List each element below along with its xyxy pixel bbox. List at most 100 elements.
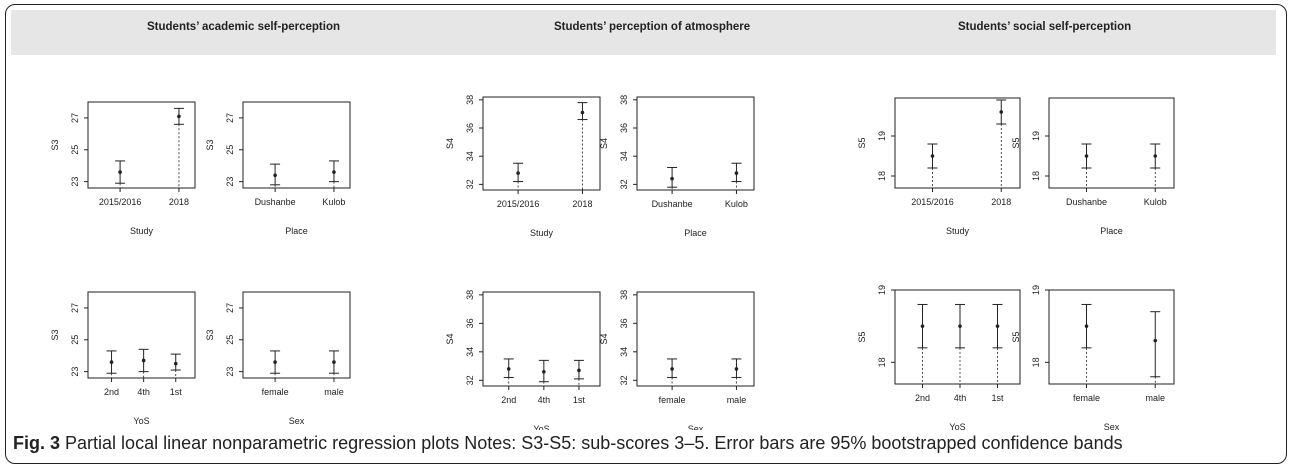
data-point xyxy=(118,170,122,174)
y-tick-label: 27 xyxy=(70,113,80,123)
x-axis-label: Place xyxy=(684,228,707,238)
y-axis-label: S5 xyxy=(857,137,867,148)
y-axis-label: S4 xyxy=(599,138,609,149)
panel-title-academic: Students’ academic self-perception xyxy=(147,21,341,33)
plot-frame xyxy=(482,291,601,387)
x-tick-label: Kulob xyxy=(322,197,345,207)
plot-frame xyxy=(242,291,351,379)
x-tick-label: 1st xyxy=(991,393,1004,403)
data-point xyxy=(516,171,520,175)
data-point xyxy=(141,358,146,363)
data-point xyxy=(1084,324,1089,328)
y-axis-label: S4 xyxy=(445,138,455,149)
y-tick-label: 18 xyxy=(1031,357,1041,367)
x-tick-label: 2015/2016 xyxy=(497,199,540,209)
plot-frame xyxy=(87,291,196,379)
x-tick-label: Kulob xyxy=(1144,197,1167,207)
x-tick-label: 2nd xyxy=(915,393,930,403)
x-tick-label: Dushanbe xyxy=(652,199,693,209)
y-axis-label: S5 xyxy=(1011,331,1021,342)
x-tick-label: male xyxy=(324,387,344,397)
y-tick-label: 18 xyxy=(877,171,887,181)
x-tick-label: 2015/2016 xyxy=(99,197,142,207)
x-tick-label: 2018 xyxy=(572,199,592,209)
x-tick-label: 2018 xyxy=(991,197,1011,207)
x-tick-label: 4th xyxy=(137,387,150,397)
x-tick-label: 1st xyxy=(170,387,183,397)
y-tick-label: 36 xyxy=(465,123,475,133)
y-tick-label: 34 xyxy=(465,347,475,357)
y-tick-label: 38 xyxy=(619,95,629,105)
data-point xyxy=(109,360,114,364)
x-axis-label: Study xyxy=(530,228,554,238)
x-tick-label: 2nd xyxy=(501,395,516,405)
x-tick-label: 1st xyxy=(573,395,586,405)
panel-title-atmosphere: Students’ perception of atmosphere xyxy=(554,21,751,33)
x-axis-label: Study xyxy=(130,226,154,236)
figure-frame xyxy=(5,4,1287,464)
data-point xyxy=(273,360,277,364)
x-tick-label: 4th xyxy=(954,393,967,403)
y-tick-label: 19 xyxy=(1031,285,1041,295)
y-tick-label: 38 xyxy=(465,95,475,105)
regression-plots: 23 25 27 S3 2015/2016 2018 Study 23 25 27 S3 Dushan… xyxy=(50,95,1175,430)
data-point xyxy=(542,369,546,374)
data-point xyxy=(577,368,581,373)
data-point xyxy=(177,114,181,119)
y-tick-label: 34 xyxy=(619,151,629,161)
y-tick-label: 36 xyxy=(619,318,629,328)
figure-caption-text: Partial local linear nonparametric regre… xyxy=(65,433,1123,453)
data-point xyxy=(670,176,674,181)
panel-title-social: Students’ social self-perception xyxy=(958,21,1132,33)
y-axis-label: S4 xyxy=(599,333,609,344)
y-tick-label: 38 xyxy=(619,290,629,300)
y-tick-label: 19 xyxy=(877,285,887,295)
data-point xyxy=(1084,154,1089,158)
x-axis-label: Sex xyxy=(1104,422,1120,430)
y-axis-label: S5 xyxy=(1011,137,1021,148)
figure-label: Fig. 3 xyxy=(13,433,61,453)
plot-frame xyxy=(636,291,755,387)
x-tick-label: 4th xyxy=(538,395,551,405)
plot-frame xyxy=(1048,289,1175,385)
y-tick-label: 23 xyxy=(70,177,80,187)
x-axis-label: Place xyxy=(285,226,308,236)
figure-caption: Fig. 3 Partial local linear nonparametri… xyxy=(13,433,1123,454)
plot-frame xyxy=(87,101,196,189)
y-tick-label: 36 xyxy=(465,318,475,328)
y-tick-label: 23 xyxy=(225,367,235,377)
y-tick-label: 25 xyxy=(225,145,235,155)
plot-frame xyxy=(242,101,351,189)
data-point xyxy=(173,361,178,366)
header-band xyxy=(11,10,1276,55)
y-tick-label: 32 xyxy=(465,179,475,189)
y-axis-label: S4 xyxy=(445,333,455,344)
y-axis-label: S3 xyxy=(205,329,215,340)
x-tick-label: female xyxy=(262,387,289,397)
data-point xyxy=(734,171,739,175)
y-tick-label: 36 xyxy=(619,123,629,133)
x-axis-label: YoS xyxy=(949,422,965,430)
y-tick-label: 25 xyxy=(70,335,80,345)
x-axis-label: Place xyxy=(1100,226,1123,236)
data-point xyxy=(734,367,739,371)
x-tick-label: female xyxy=(1073,393,1100,403)
y-tick-label: 32 xyxy=(619,375,629,385)
data-point xyxy=(930,154,935,158)
data-point xyxy=(920,324,925,328)
data-point xyxy=(332,170,336,174)
x-tick-label: male xyxy=(1145,393,1165,403)
data-point xyxy=(670,367,674,371)
y-tick-label: 27 xyxy=(70,303,80,313)
data-point xyxy=(506,367,511,371)
y-tick-label: 19 xyxy=(1031,131,1041,141)
x-axis-label: YoS xyxy=(533,424,549,430)
data-point xyxy=(1153,154,1158,158)
x-tick-label: Kulob xyxy=(725,199,748,209)
data-point xyxy=(332,360,336,364)
y-axis-label: S3 xyxy=(205,139,215,150)
y-tick-label: 23 xyxy=(225,177,235,187)
plot-frame xyxy=(482,96,601,191)
x-axis-label: YoS xyxy=(133,416,149,426)
data-point xyxy=(995,324,1000,328)
